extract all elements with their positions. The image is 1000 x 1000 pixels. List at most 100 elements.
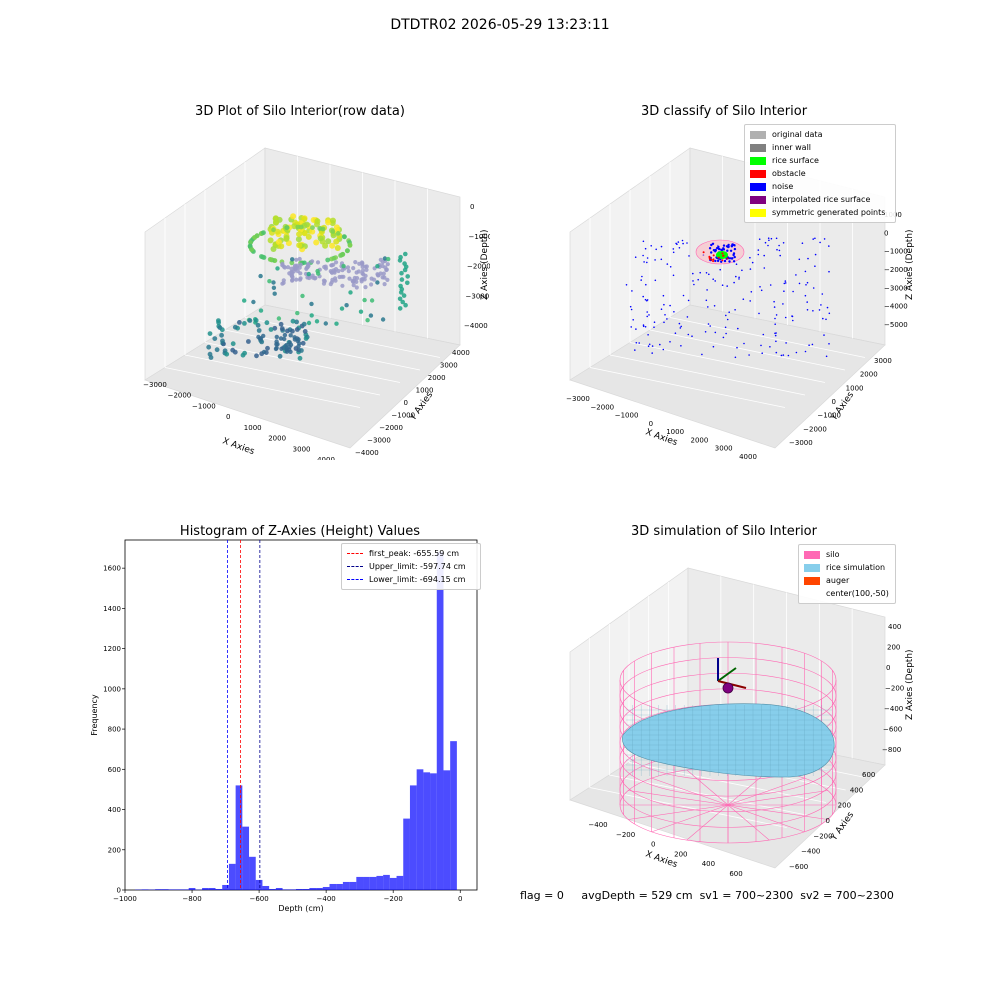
histogram-bar: [269, 888, 276, 890]
histogram-bar: [349, 881, 357, 890]
silo-base-spoke: [727, 790, 828, 806]
rice-surface-blob: [716, 251, 728, 259]
y-tick-label: −2000: [379, 424, 403, 432]
histogram-bar: [168, 889, 176, 890]
silo-base-spoke: [727, 804, 770, 841]
x-tick-label: 2000: [268, 435, 286, 443]
auger-marker: [717, 658, 747, 694]
legend-item: Upper_limit: -597.74 cm: [347, 560, 475, 573]
panel1-xlabel: X Axies: [221, 436, 256, 457]
panel1-title: 3D Plot of Silo Interior(row data): [195, 104, 405, 119]
y-tick-label: 1000: [103, 685, 121, 693]
histogram-ticks: −1000 −800 −600 −400 −200 0 0 200 400 600 800 1000 1…: [103, 565, 462, 903]
histogram-bar: [309, 887, 317, 890]
auger-axis-y: [717, 667, 737, 682]
silo-base-spoke: [686, 804, 729, 841]
silo-base-spoke: [727, 804, 828, 820]
z-tick-label: 0: [884, 229, 888, 237]
y-tick-label: −3000: [789, 439, 813, 447]
raw-data-points: [206, 213, 411, 361]
legend-label: obstacle: [772, 169, 806, 178]
flag-value: flag = 0: [520, 889, 564, 902]
y-tick-label: −1000: [391, 412, 415, 420]
histogram-bar: [450, 741, 457, 890]
y-tick-label: 1000: [416, 387, 434, 395]
z-tick-label: −4000: [464, 322, 488, 330]
z-tick-label: −800: [882, 746, 901, 754]
histogram-bar: [363, 876, 370, 890]
histogram-bar: [403, 818, 410, 890]
x-tick-label: −200: [384, 895, 403, 903]
legend-item: rice surface: [750, 154, 890, 167]
histogram-bars: [135, 552, 457, 890]
histogram-bar: [369, 876, 377, 890]
legend-item: inner wall: [750, 141, 890, 154]
histogram-bar: [329, 883, 337, 890]
legend-label: inner wall: [772, 143, 812, 152]
histogram-bar: [409, 785, 417, 890]
z-tick-label: −2000: [467, 263, 490, 271]
panel4-zlabel: Z Axies (Depth): [905, 649, 915, 720]
y-tick-label: 200: [108, 846, 121, 854]
x-tick-label: 400: [702, 860, 715, 868]
y-tick-label: −400: [801, 848, 820, 856]
legend-swatch: [750, 208, 766, 217]
legend-item: noise: [750, 180, 890, 193]
x-tick-label: −1000: [615, 412, 639, 420]
x-tick-label: 200: [674, 850, 687, 858]
z-tick-label: −600: [883, 726, 902, 734]
silo-base-spoke: [727, 777, 805, 806]
y-tick-label: 800: [108, 726, 121, 734]
legend-label: interpolated rice surface: [772, 195, 871, 204]
y-tick-label: 0: [826, 817, 830, 825]
classify-3d-plot: −3000−2000−100001000200030004000−3000−20…: [566, 147, 915, 460]
histogram-bar: [282, 889, 290, 890]
status-footer: flag = 0 avgDepth = 529 cm sv1 = 700~230…: [520, 889, 894, 902]
legend-swatch: [750, 169, 766, 178]
y-tick-label: 4000: [452, 349, 470, 357]
histogram-bar: [202, 887, 209, 890]
histogram-legend: first_peak: -655.59 cm Upper_limit: -597.…: [341, 543, 481, 590]
panel1-zlabel: Z Axies (Depth): [480, 229, 490, 300]
x-tick-label: −3000: [566, 395, 590, 403]
legend-label: first_peak: -655.59 cm: [369, 549, 460, 558]
silo-base-spoke: [651, 777, 729, 806]
histogram-bar: [235, 785, 243, 890]
histogram-bar: [389, 877, 397, 890]
x-tick-label: −3000: [143, 381, 167, 389]
y-tick-label: 3000: [440, 362, 458, 370]
classify-legend: original data inner wall rice surface obsta…: [744, 124, 896, 223]
legend-swatch: [804, 550, 820, 559]
classified-points: [625, 237, 831, 359]
x-tick-label: 1000: [244, 424, 262, 432]
histogram-bar: [376, 875, 384, 890]
legend-item: obstacle: [750, 167, 890, 180]
y-tick-label: 1000: [846, 384, 864, 392]
y-tick-label: 0: [117, 887, 121, 895]
histogram-bar: [215, 888, 223, 890]
z-tick-label: −200: [885, 685, 904, 693]
legend-swatch: [750, 130, 766, 139]
histogram-xlabel: Depth (cm): [278, 904, 323, 913]
histogram-bar: [295, 888, 303, 890]
legend-item: auger: [804, 574, 890, 587]
y-tick-label: 3000: [874, 357, 892, 365]
panel1-ylabel: Y Axies: [408, 390, 436, 423]
x-tick-label: 3000: [715, 445, 733, 453]
histogram-bar: [255, 879, 263, 890]
histogram-bar: [289, 889, 296, 890]
x-tick-label: −400: [588, 821, 607, 829]
z-tick-label: 400: [888, 623, 901, 631]
y-tick-label: 1200: [103, 645, 121, 653]
legend-swatch: [347, 579, 363, 580]
x-tick-label: −200: [616, 831, 635, 839]
depth-histogram: −1000 −800 −600 −400 −200 0 0 200 400 600 800 1000 1…: [90, 539, 478, 913]
x-tick-label: 0: [458, 895, 462, 903]
axes-box: [569, 147, 886, 449]
y-tick-label: 400: [108, 806, 121, 814]
y-tick-label: 400: [850, 786, 863, 794]
histogram-bar: [188, 887, 196, 890]
raw-data-tick-labels: −3000−2000−100001000200030004000−4000−30…: [143, 203, 490, 460]
legend-swatch: [750, 182, 766, 191]
x-tick-label: 4000: [317, 456, 335, 460]
